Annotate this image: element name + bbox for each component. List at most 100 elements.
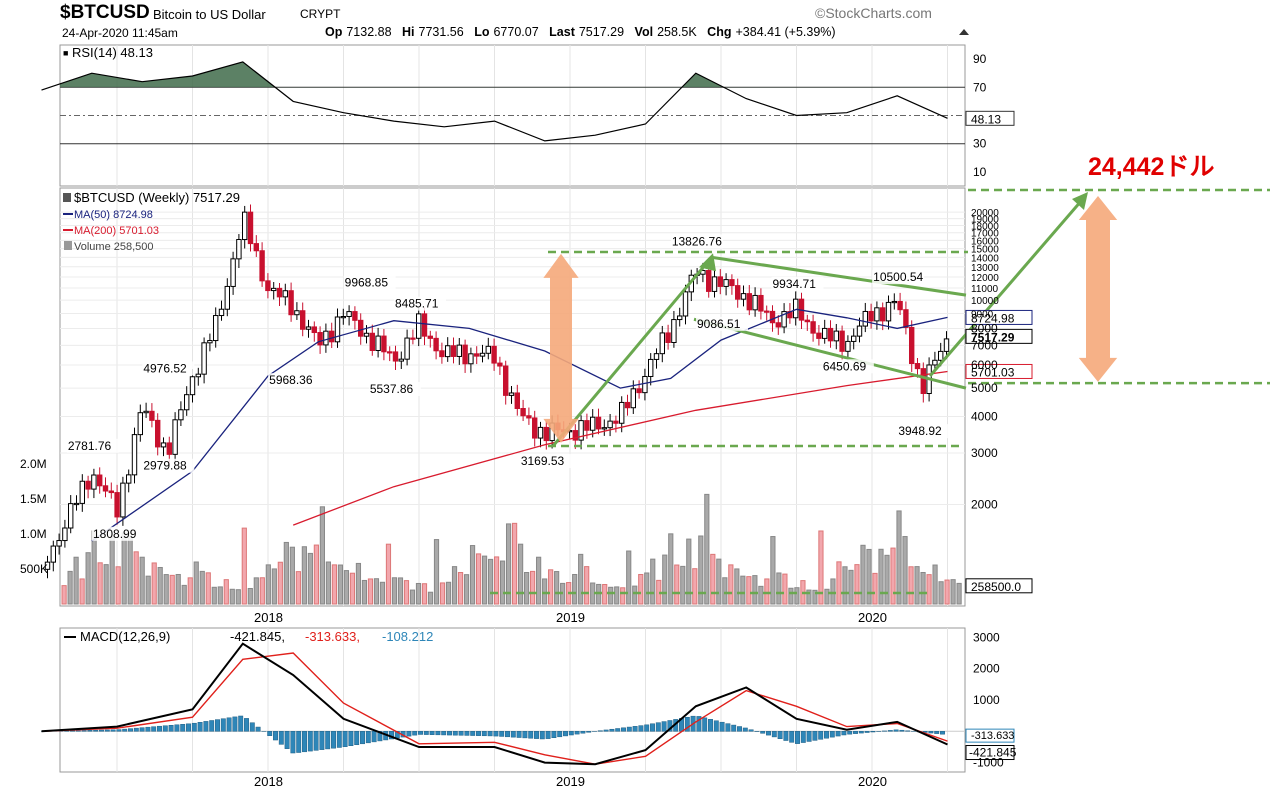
volume-bar xyxy=(770,536,776,605)
histogram-legend-value: -108.212 xyxy=(382,629,433,644)
macd-histogram-bar xyxy=(81,730,87,732)
candle-body xyxy=(50,545,56,563)
candle-body xyxy=(445,345,451,358)
brand-watermark[interactable]: ©StockCharts.com xyxy=(815,5,932,21)
symbol-name: Bitcoin to US Dollar xyxy=(153,7,266,22)
candle-body xyxy=(932,359,938,366)
signal-value-tag-text: -313.633 xyxy=(971,730,1014,742)
macd-histogram-bar xyxy=(354,731,360,746)
volume-bar xyxy=(115,566,121,605)
volume-bars xyxy=(61,493,962,605)
candle-body xyxy=(201,342,207,375)
macd-histogram-bar xyxy=(441,731,447,736)
volume-bar xyxy=(698,535,704,605)
volume-bar xyxy=(139,556,145,605)
volume-bar xyxy=(548,569,554,605)
candle-body xyxy=(682,291,689,317)
price-annotation-label: 10500.54 xyxy=(873,270,923,284)
rsi-legend-marker: ■ xyxy=(63,48,68,58)
volume-bar xyxy=(295,571,301,605)
macd-histogram-bar xyxy=(203,721,209,732)
candle-body xyxy=(97,474,103,487)
price-label-bg xyxy=(771,276,824,291)
collapse-triangle-icon[interactable] xyxy=(959,29,969,35)
axes xyxy=(63,110,1033,761)
macd-histogram-bar xyxy=(835,731,841,737)
macd-histogram-bar xyxy=(615,728,621,732)
rsi-overbought-fill xyxy=(60,61,724,88)
macd-histogram-bar xyxy=(470,731,476,736)
volume-bar xyxy=(367,578,374,605)
volume-bar xyxy=(644,572,650,605)
last-value-tag xyxy=(965,328,1033,344)
change-value: +384.41 (+5.39%) xyxy=(735,25,836,39)
volume-bar xyxy=(439,582,446,605)
candle-body xyxy=(195,373,202,378)
price-tick-label: 19000 xyxy=(971,215,999,226)
macd-histogram-bar xyxy=(771,731,777,738)
volume-bar xyxy=(734,568,740,605)
candle-body xyxy=(160,442,167,448)
macd-histogram-bar xyxy=(273,731,278,741)
macd-histogram-bar xyxy=(940,731,945,735)
volume-bar xyxy=(379,581,386,605)
candle-body xyxy=(143,410,149,414)
macd-histogram-bar xyxy=(534,731,539,739)
volume-bar xyxy=(578,553,584,605)
volume-bar xyxy=(668,533,674,605)
candle-body xyxy=(149,410,155,421)
volume-bar xyxy=(265,564,271,605)
candle-body xyxy=(207,340,213,344)
volume-bar xyxy=(451,566,458,605)
volume-bar xyxy=(505,523,512,605)
volume-bar xyxy=(836,561,842,605)
macd-histogram-bar xyxy=(215,719,220,732)
macd-histogram-bar xyxy=(464,731,470,736)
macd-histogram-bar xyxy=(180,724,186,732)
macd-tick-label: 1000 xyxy=(973,693,1000,707)
candle-body xyxy=(346,311,352,318)
high-label: Hi xyxy=(402,25,415,39)
price-label-bg xyxy=(821,359,874,374)
volume-bar xyxy=(950,579,956,605)
macd-histogram-bar xyxy=(858,731,864,734)
volume-bar xyxy=(487,558,494,605)
volume-bar xyxy=(860,544,866,605)
price-tick-label: 3000 xyxy=(971,446,998,460)
price-tick-label: 20000 xyxy=(971,208,999,219)
volume-bar xyxy=(650,558,656,605)
macd-histogram-bar xyxy=(458,731,464,736)
target-arrow-line xyxy=(928,199,1084,378)
macd-histogram-bar xyxy=(423,731,429,735)
volume-bar xyxy=(608,586,614,605)
volume-value-tag xyxy=(965,578,1033,594)
candle-body xyxy=(363,332,370,337)
volume-bar xyxy=(926,574,932,605)
price-annotation-label: 6450.69 xyxy=(823,359,867,373)
macd-xtick-label: 2020 xyxy=(858,774,887,789)
candle-body xyxy=(184,394,190,411)
candle-body xyxy=(856,325,863,337)
volume-bar xyxy=(848,569,854,605)
volume-label: Vol xyxy=(634,25,654,39)
macd-histogram-bar xyxy=(267,731,273,736)
volume-bar xyxy=(409,589,416,605)
volume-bar xyxy=(145,575,151,605)
candle-body xyxy=(271,287,277,292)
candle-body xyxy=(213,315,219,342)
candle-body xyxy=(311,326,318,334)
candle-body xyxy=(775,322,781,328)
macd-histogram-bar xyxy=(331,731,336,749)
candle-body xyxy=(358,319,364,337)
macd-tick-label: 3000 xyxy=(973,630,1000,644)
candle-body xyxy=(630,388,636,409)
macd-histogram-bar xyxy=(586,731,592,733)
macd-histogram-bar xyxy=(284,731,290,749)
candle-body xyxy=(508,392,515,396)
candle-body xyxy=(624,401,631,409)
volume-bar xyxy=(542,578,548,605)
macd-histogram-bar xyxy=(864,731,870,733)
candle-body xyxy=(329,330,335,343)
volume-bar xyxy=(674,564,680,605)
